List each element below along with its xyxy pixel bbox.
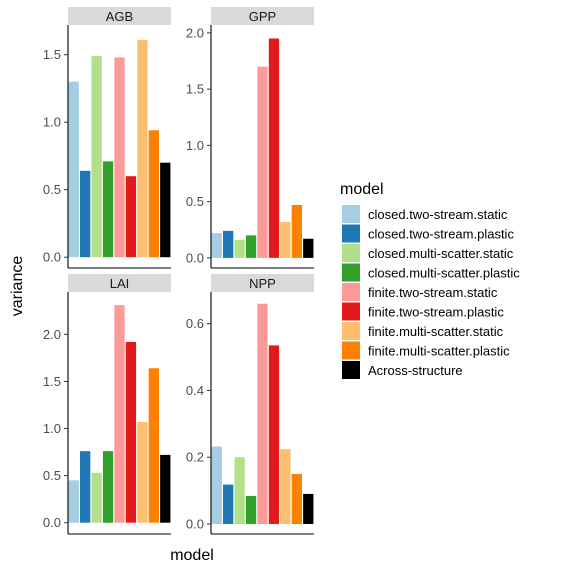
legend-swatch <box>342 341 360 360</box>
y-tick-label: 0.0 <box>186 250 204 265</box>
bar-finite.two-stream.plastic <box>125 176 137 258</box>
legend-label: closed.multi-scatter.plastic <box>368 266 520 281</box>
legend-label: finite.multi-scatter.static <box>368 324 504 339</box>
bar-Across-structure <box>303 238 314 258</box>
y-tick-label: 2.0 <box>43 327 61 342</box>
legend-label: closed.two-stream.static <box>368 207 508 222</box>
bar-closed.multi-scatter.static <box>91 56 102 258</box>
panel-agb: AGB 0.0 0.5 1.0 1.5 <box>43 7 171 269</box>
y-tick-label: 1.0 <box>186 138 204 153</box>
bar-closed.two-stream.static <box>211 446 222 524</box>
bar-closed.multi-scatter.plastic <box>102 161 114 258</box>
bar-closed.multi-scatter.static <box>234 457 245 524</box>
strip-label: AGB <box>106 9 133 24</box>
legend-swatch <box>342 302 360 321</box>
y-tick-label: 0.5 <box>186 194 204 209</box>
bar-closed.two-stream.plastic <box>223 230 234 258</box>
y-tick-label: 0.5 <box>43 468 61 483</box>
y-tick-label: 0.0 <box>186 516 204 531</box>
bar-closed.multi-scatter.static <box>91 472 102 523</box>
legend-swatch <box>342 263 360 282</box>
strip-background <box>211 7 314 25</box>
bar-closed.multi-scatter.static <box>234 239 245 258</box>
y-tick-label: 0.0 <box>43 515 61 530</box>
bar-finite.two-stream.plastic <box>268 38 280 258</box>
legend-swatch <box>342 224 360 243</box>
bar-Across-structure <box>160 162 171 258</box>
bar-finite.two-stream.plastic <box>125 341 137 523</box>
y-tick-label: 1.0 <box>43 421 61 436</box>
strip-background <box>211 274 314 292</box>
bar-finite.multi-scatter.plastic <box>148 130 159 258</box>
strip-background <box>68 274 171 292</box>
bar-finite.multi-scatter.plastic <box>148 368 159 523</box>
legend-label: finite.two-stream.static <box>368 285 498 300</box>
y-tick-label: 2.0 <box>186 25 204 40</box>
panel-lai: LAI 0.0 0.5 1.0 1.5 2.0 <box>43 274 171 535</box>
bar-closed.two-stream.plastic <box>223 484 234 524</box>
x-axis-title: model <box>170 547 214 564</box>
y-axis-title: variance <box>9 256 26 317</box>
legend-label: closed.two-stream.plastic <box>368 227 514 242</box>
strip-label: NPP <box>249 276 276 291</box>
bar-closed.multi-scatter.plastic <box>245 235 257 258</box>
y-tick-label: 1.5 <box>43 374 61 389</box>
strip-background <box>68 7 171 25</box>
y-tick-label: 0.4 <box>186 383 204 398</box>
y-tick-label: 1.5 <box>43 47 61 62</box>
bar-Across-structure <box>303 493 314 524</box>
bar-finite.multi-scatter.static <box>137 39 148 258</box>
bar-closed.multi-scatter.plastic <box>102 451 114 523</box>
bar-finite.multi-scatter.plastic <box>291 205 302 258</box>
bar-finite.multi-scatter.static <box>280 221 291 258</box>
legend-swatch <box>342 283 360 301</box>
y-tick-label: 0.2 <box>186 450 204 465</box>
bar-finite.multi-scatter.static <box>137 421 148 523</box>
panel-npp: NPP 0.0 0.2 0.4 0.6 <box>186 274 314 535</box>
bar-finite.two-stream.static <box>257 303 268 524</box>
legend-swatch <box>342 361 360 379</box>
bar-closed.two-stream.plastic <box>80 170 91 258</box>
bar-finite.two-stream.static <box>114 305 125 523</box>
bar-finite.two-stream.static <box>257 66 268 258</box>
bar-closed.multi-scatter.plastic <box>245 495 257 524</box>
y-tick-label: 1.0 <box>43 115 61 130</box>
legend-title: model <box>340 181 384 198</box>
legend-label: Across-structure <box>368 363 463 378</box>
legend: model closed.two-stream.static closed.two… <box>340 181 520 379</box>
y-tick-label: 0.6 <box>186 316 204 331</box>
bar-closed.two-stream.static <box>68 81 79 258</box>
bar-finite.multi-scatter.static <box>280 449 291 524</box>
legend-label: finite.multi-scatter.plastic <box>368 344 510 359</box>
y-tick-label: 1.5 <box>186 82 204 97</box>
bar-finite.two-stream.plastic <box>268 345 280 524</box>
bar-finite.two-stream.static <box>114 57 125 258</box>
legend-swatch <box>342 205 360 223</box>
bar-closed.two-stream.static <box>68 480 79 523</box>
panel-gpp: GPP 0.0 0.5 1.0 1.5 2.0 <box>186 7 314 269</box>
strip-label: LAI <box>110 276 130 291</box>
y-tick-label: 0.5 <box>43 182 61 197</box>
chart-panels: AGB 0.0 0.5 1.0 1.5 GPP 0.0 0.5 1.0 1.5 2.0 LAI 0.0 0… <box>43 7 314 535</box>
bar-finite.multi-scatter.plastic <box>291 473 302 524</box>
bar-Across-structure <box>160 454 171 523</box>
legend-label: finite.two-stream.plastic <box>368 305 504 320</box>
bar-closed.two-stream.static <box>211 233 222 258</box>
legend-swatch <box>342 322 360 340</box>
y-tick-label: 0.0 <box>43 250 61 265</box>
strip-label: GPP <box>249 9 276 24</box>
bar-closed.two-stream.plastic <box>80 451 91 523</box>
legend-swatch <box>342 244 360 262</box>
legend-label: closed.multi-scatter.static <box>368 246 514 261</box>
